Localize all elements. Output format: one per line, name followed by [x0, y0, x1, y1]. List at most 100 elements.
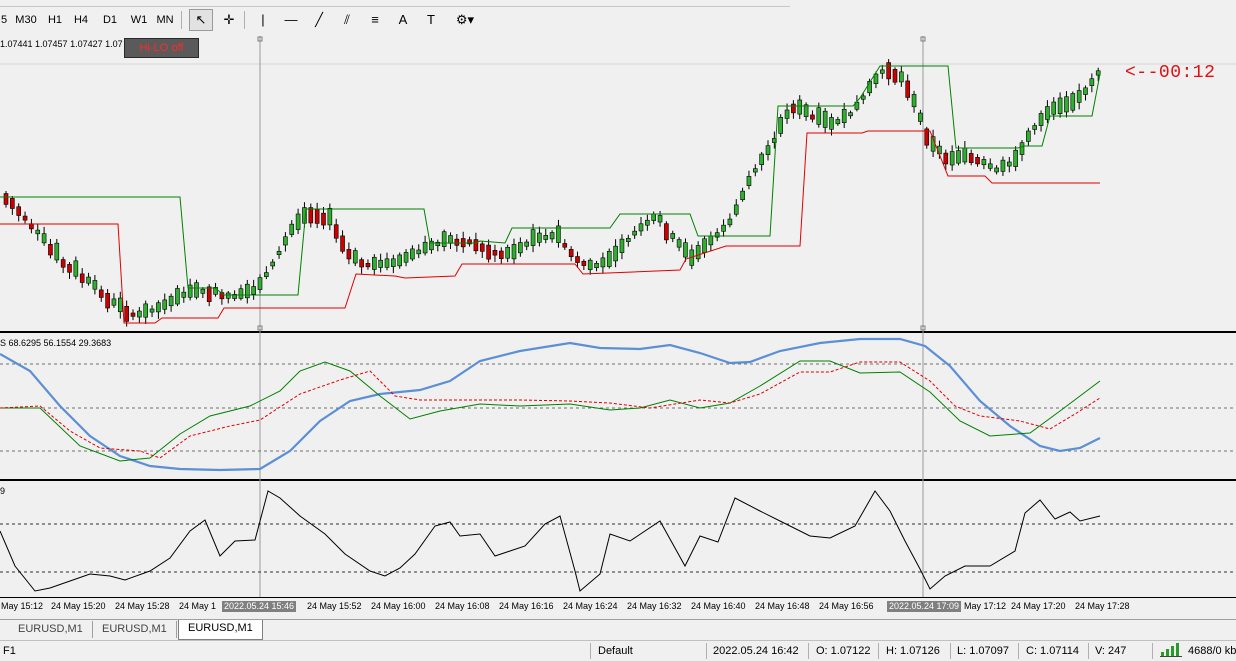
- candle-bull: [860, 95, 866, 100]
- candle-bull: [422, 241, 428, 254]
- candle-bull: [587, 259, 593, 270]
- candle-bear: [892, 69, 898, 83]
- candle-bull: [1064, 96, 1069, 113]
- toolbar-top-strip: [0, 0, 790, 7]
- candle-bull: [162, 299, 168, 310]
- channels-icon[interactable]: ⫽: [344, 12, 350, 27]
- candle-bear: [454, 238, 460, 246]
- candle-bull: [657, 215, 663, 223]
- candle-bull: [740, 190, 745, 201]
- candle-bull: [1057, 97, 1063, 114]
- timeframe-button-mn[interactable]: MN: [156, 14, 174, 26]
- candle-bull: [410, 248, 415, 260]
- candle-bull: [35, 229, 41, 235]
- cursor-handle: [257, 36, 263, 42]
- candle-bull: [1013, 149, 1018, 167]
- candle-bull: [994, 167, 999, 173]
- candle-bull: [987, 163, 993, 169]
- status-datetime: 2022.05.24 16:42: [713, 645, 799, 657]
- candle-bear: [359, 259, 364, 268]
- chart-tab-active[interactable]: EURUSD,M1: [178, 620, 263, 640]
- fibonacci-icon[interactable]: ≡: [371, 12, 379, 27]
- time-axis-label: 24 May 15:20: [51, 601, 106, 611]
- time-axis-label: 24 May 16:40: [691, 601, 746, 611]
- candle-bull: [397, 254, 403, 267]
- rsi-main-line: [0, 360, 1101, 462]
- timeframe-button-h1[interactable]: H1: [47, 14, 63, 26]
- candle-bull: [378, 259, 383, 268]
- candle-bull: [956, 150, 961, 164]
- candle-bull: [1019, 142, 1025, 155]
- text-icon[interactable]: A: [398, 12, 408, 27]
- candle-bull: [1089, 78, 1095, 86]
- cursor-icon[interactable]: ↖: [189, 9, 213, 31]
- candle-bull: [695, 245, 701, 260]
- cursor-handle: [920, 325, 926, 331]
- candle-bull: [1006, 161, 1012, 167]
- time-axis-label: 24 May 16:32: [627, 601, 682, 611]
- candle-bear: [10, 198, 15, 209]
- timeframe-button-w1[interactable]: W1: [130, 14, 148, 26]
- text-label-icon[interactable]: T: [427, 12, 435, 27]
- candle-bull: [194, 282, 199, 298]
- shapes-icon[interactable]: ⚙▾: [455, 12, 475, 27]
- timeframe-button-m30[interactable]: M30: [15, 14, 37, 26]
- candle-bull: [549, 232, 555, 240]
- hilo-toggle-button[interactable]: Hi-LO off: [124, 38, 199, 58]
- candle-bull: [232, 294, 237, 299]
- timeframe-button-5[interactable]: 5: [0, 14, 8, 26]
- time-axis-label: 24 May 16:00: [371, 601, 426, 611]
- indicator1-label: S 68.6295 56.1554 29.3683: [0, 338, 112, 348]
- candle-bear: [968, 153, 974, 163]
- candle-bull: [200, 288, 206, 294]
- chart-canvas[interactable]: [0, 36, 1236, 616]
- timeframe-button-h4[interactable]: H4: [73, 14, 89, 26]
- time-axis-cursor-label: 2022.05.24 15:46: [222, 601, 297, 612]
- status-profile: Default: [598, 645, 633, 657]
- status-low: L: 1.07097: [957, 645, 1009, 657]
- time-axis-label: May 15:12: [1, 601, 44, 611]
- cursor-handle: [257, 325, 263, 331]
- candle-bull: [168, 295, 174, 307]
- candle-bull: [86, 276, 91, 284]
- toolbar: 5 M30 H1 H4 D1 W1 MN ↖ ✛ | — ╱ ⫽ ≡ A T ⚙▾: [0, 0, 1236, 37]
- candle-bear: [486, 244, 491, 260]
- indicator2-label: 9: [0, 486, 6, 496]
- candle-bull: [778, 117, 784, 134]
- candle-countdown-label: <--00:12: [1125, 63, 1216, 83]
- time-axis-label: May 17:12: [964, 601, 1007, 611]
- horizontal-line-icon[interactable]: —: [284, 12, 298, 27]
- chart-tab[interactable]: EURUSD,M1: [93, 621, 177, 638]
- chart-window[interactable]: [0, 36, 1236, 616]
- candle-bull: [632, 230, 637, 236]
- candle-bull: [683, 242, 688, 258]
- trendline-icon[interactable]: ╱: [315, 12, 323, 27]
- candle-bear: [22, 215, 28, 221]
- candle-bull: [619, 238, 625, 253]
- candle-bull: [613, 245, 618, 262]
- vertical-line-icon[interactable]: |: [261, 12, 265, 27]
- candle-bull: [257, 277, 263, 290]
- candle-bull: [651, 213, 657, 221]
- candle-bull: [264, 272, 269, 277]
- candle-bull: [714, 232, 720, 238]
- rsi-slow-line: [0, 337, 1101, 472]
- status-divider: [1152, 643, 1153, 659]
- status-divider: [1088, 643, 1089, 659]
- hilo-upper-line: [0, 65, 1101, 296]
- candle-bull: [41, 233, 47, 244]
- candle-bull: [752, 168, 758, 173]
- candle-bull: [981, 159, 987, 166]
- candle-bear: [60, 259, 66, 268]
- timeframe-button-d1[interactable]: D1: [102, 14, 118, 26]
- candle-bull: [594, 263, 599, 269]
- candle-bull: [606, 250, 612, 267]
- candle-bear: [105, 293, 110, 309]
- candle-bear: [886, 62, 891, 80]
- chart-tab[interactable]: EURUSD,M1: [9, 621, 93, 638]
- crosshair-icon[interactable]: ✛: [223, 12, 235, 27]
- candle-bull: [137, 310, 142, 318]
- candle-bull: [371, 256, 377, 270]
- candle-bull: [54, 242, 60, 261]
- time-axis-label: 24 May 16:08: [435, 601, 490, 611]
